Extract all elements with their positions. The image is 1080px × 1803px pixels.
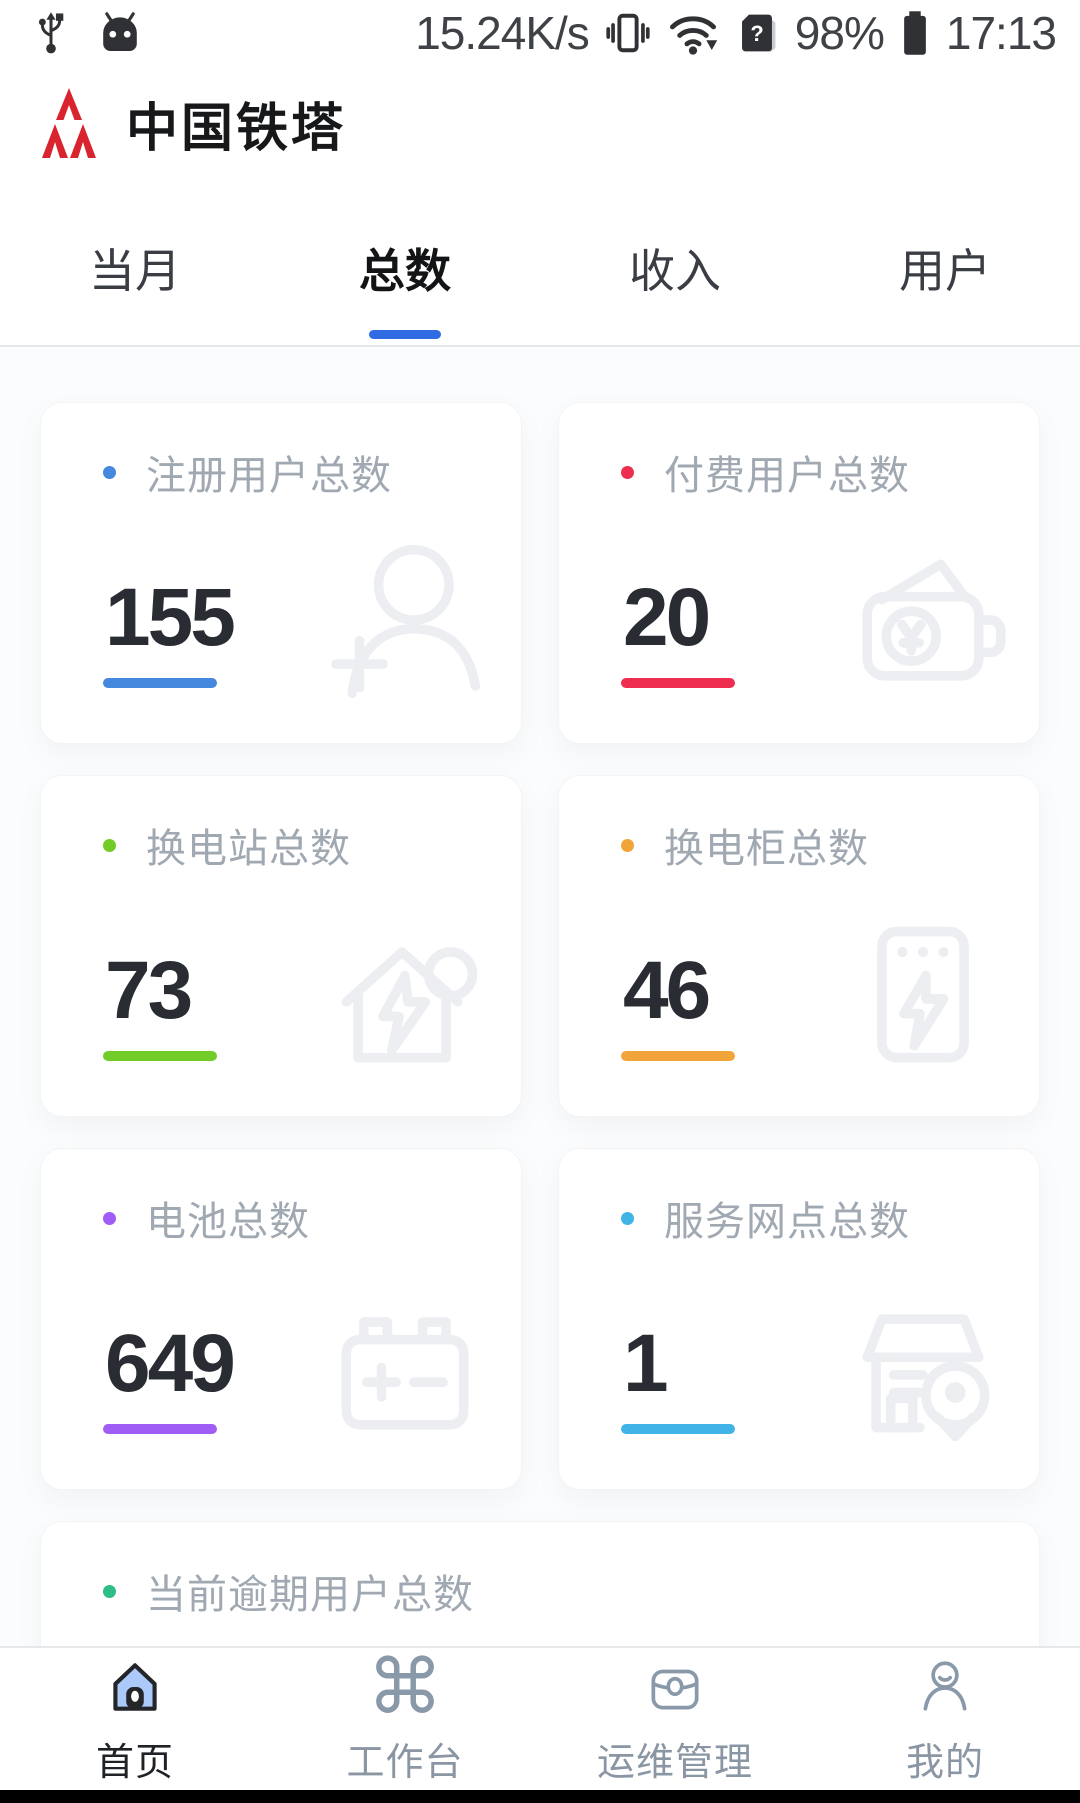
stat-card-batteries: 电池总数 649: [40, 1148, 522, 1490]
tab-current-month[interactable]: 当月: [0, 180, 270, 345]
bullet-dot: [621, 465, 634, 479]
bottom-nav: 首页 ⌘ 工作台 运维管理: [0, 1646, 1080, 1790]
stat-card-swap-cabinets: 换电柜总数 46: [558, 775, 1040, 1117]
tower-logo-icon: [42, 88, 96, 158]
tab-income[interactable]: 收入: [540, 180, 810, 345]
network-speed: 15.24K/s: [415, 7, 590, 59]
tab-users[interactable]: 用户: [810, 180, 1080, 345]
nav-profile[interactable]: 我的: [810, 1648, 1080, 1790]
bullet-dot: [103, 465, 116, 479]
tab-label: 收入: [629, 244, 721, 297]
active-tab-underline: [369, 330, 441, 339]
nav-ops-management[interactable]: 运维管理: [540, 1648, 810, 1790]
accent-bar: [621, 678, 735, 688]
battery-large-icon: [341, 1317, 469, 1430]
tab-label: 当月: [89, 244, 181, 297]
tab-label: 用户: [899, 244, 991, 297]
status-bar: 15.24K/s ?: [0, 0, 1080, 66]
card-label: 注册用户总数: [146, 454, 392, 498]
stat-card-registered-users: 注册用户总数 155: [40, 402, 522, 744]
bullet-dot: [621, 838, 634, 852]
battery-icon: [904, 11, 926, 55]
stat-card-grid: 注册用户总数 155 付费用户总数 20: [40, 402, 1040, 1646]
nav-icon-box: [102, 1653, 168, 1721]
stat-card-overdue-users: 当前逾期用户总数: [40, 1521, 1040, 1646]
card-value: 46: [623, 945, 711, 1036]
nav-label: 我的: [905, 1741, 984, 1784]
nav-label: 运维管理: [596, 1741, 753, 1784]
swap-station-icon: [341, 947, 478, 1063]
card-value: 155: [105, 572, 236, 663]
tab-total[interactable]: 总数: [270, 180, 540, 345]
stat-card-service-outlets: 服务网点总数 1: [558, 1148, 1040, 1490]
app-title: 中国铁塔: [126, 99, 347, 158]
status-bar-right: 15.24K/s ?: [415, 6, 1057, 60]
card-label-row: 换电柜总数: [621, 816, 869, 874]
nav-label: 工作台: [346, 1741, 464, 1784]
vibrate-icon: [606, 13, 650, 53]
accent-bar: [103, 1051, 217, 1061]
user-add-icon: [331, 544, 481, 699]
ops-management-icon: [651, 1669, 699, 1709]
wifi-icon: [669, 16, 718, 55]
nav-icon-box: [912, 1653, 978, 1721]
stat-card-swap-stations: 换电站总数 73: [40, 775, 522, 1117]
nav-icon-box: [642, 1653, 708, 1721]
card-label: 付费用户总数: [664, 454, 910, 498]
android-icon: [103, 12, 137, 51]
screen-bottom-bar: [0, 1790, 1080, 1803]
clock-time: 17:13: [945, 7, 1057, 59]
home-icon: [113, 1662, 157, 1711]
card-label-row: 当前逾期用户总数: [103, 1562, 474, 1620]
card-label: 服务网点总数: [664, 1200, 910, 1244]
bullet-dot: [103, 838, 116, 852]
accent-bar: [103, 678, 217, 688]
accent-bar: [621, 1424, 735, 1434]
card-value: 1: [623, 1318, 669, 1409]
card-label: 当前逾期用户总数: [146, 1573, 474, 1617]
nav-label: 首页: [95, 1741, 174, 1784]
stat-card-paying-users: 付费用户总数 20: [558, 402, 1040, 744]
usb-icon: [38, 12, 64, 54]
card-label: 电池总数: [146, 1200, 310, 1244]
accent-bar: [103, 1424, 217, 1434]
dashboard-content: 注册用户总数 155 付费用户总数 20: [0, 347, 1080, 1646]
card-label-row: 电池总数: [103, 1189, 310, 1247]
app-header: 中国铁塔: [0, 66, 1080, 180]
tab-label: 总数: [359, 244, 451, 297]
swap-cabinet-icon: [877, 926, 969, 1063]
card-label: 换电站总数: [146, 827, 351, 871]
card-label-row: 付费用户总数: [621, 443, 910, 501]
status-bar-left: [36, 10, 144, 56]
wallet-yuan-icon: [862, 559, 1006, 681]
bullet-dot: [621, 1211, 634, 1225]
profile-icon: [923, 1660, 967, 1711]
accent-bar: [621, 1051, 735, 1061]
sim-question-icon: ?: [741, 14, 776, 53]
card-label-row: 换电站总数: [103, 816, 351, 874]
nav-home[interactable]: 首页: [0, 1648, 270, 1790]
bullet-dot: [103, 1584, 116, 1598]
card-label: 换电柜总数: [664, 827, 869, 871]
nav-icon-box: ⌘: [367, 1641, 443, 1731]
battery-percent: 98%: [794, 7, 885, 59]
tab-bar: 当月 总数 收入 用户: [0, 180, 1080, 347]
card-value: 20: [623, 572, 711, 663]
bullet-dot: [103, 1211, 116, 1225]
svg-text:?: ?: [750, 21, 763, 46]
card-label-row: 注册用户总数: [103, 443, 392, 501]
card-value: 649: [105, 1318, 236, 1409]
service-store-icon: [862, 1314, 990, 1442]
nav-workbench[interactable]: ⌘ 工作台: [270, 1648, 540, 1790]
card-value: 73: [105, 945, 193, 1036]
card-label-row: 服务网点总数: [621, 1189, 910, 1247]
workbench-icon: ⌘: [367, 1641, 443, 1731]
